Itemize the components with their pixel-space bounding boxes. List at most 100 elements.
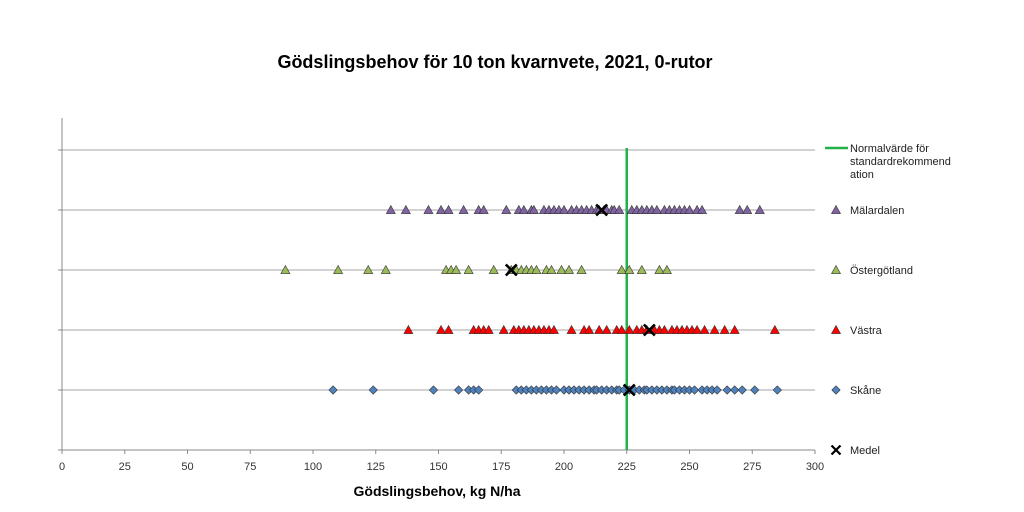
point-skåne-15 <box>551 385 562 395</box>
point-skåne-44 <box>689 385 700 395</box>
point-östergötland-22 <box>636 264 647 274</box>
point-östergötland-3 <box>380 264 391 274</box>
point-mälardalen-29 <box>614 204 625 214</box>
point-västra-2 <box>443 324 454 334</box>
point-skåne-0 <box>328 385 338 395</box>
point-skåne-49 <box>722 385 732 395</box>
point-mälardalen-12 <box>528 204 539 214</box>
mean-stroke-b-3 <box>622 383 636 397</box>
point-skåne-50 <box>730 385 740 395</box>
legend-swatch-medel <box>830 444 842 456</box>
data-points <box>280 204 782 395</box>
point-mälardalen-4 <box>443 204 454 214</box>
x-tick-label-75: 75 <box>244 461 256 473</box>
mean-marker-västra <box>642 323 656 337</box>
legend-label-västra: Västra <box>850 325 883 337</box>
point-östergötland-18 <box>564 264 575 274</box>
point-östergötland-7 <box>463 264 474 274</box>
point-östergötland-23 <box>654 264 665 274</box>
point-mälardalen-43 <box>697 204 708 214</box>
x-tick-label-125: 125 <box>367 461 385 473</box>
axes <box>58 118 816 454</box>
x-axis-label: Gödslingsbehov, kg N/ha <box>354 483 521 499</box>
point-västra-0 <box>403 324 414 334</box>
point-västra-36 <box>692 324 703 334</box>
point-västra-39 <box>719 324 730 334</box>
point-mälardalen-0 <box>385 204 396 214</box>
point-västra-17 <box>566 324 577 334</box>
point-mälardalen-8 <box>501 204 512 214</box>
mean-markers <box>504 203 656 397</box>
point-skåne-2 <box>428 385 439 395</box>
x-tick-label-150: 150 <box>429 461 447 473</box>
point-västra-19 <box>584 324 595 334</box>
point-skåne-52 <box>750 385 760 395</box>
legend-label-skåne: Skåne <box>850 385 881 397</box>
point-västra-37 <box>699 324 710 334</box>
point-skåne-48 <box>712 385 722 395</box>
legend-reference-label-line-2: ation <box>850 169 874 181</box>
x-tick-label-100: 100 <box>304 461 322 473</box>
x-tick-label-50: 50 <box>181 461 193 473</box>
chart-title: Gödslingsbehov för 10 ton kvarnvete, 202… <box>277 52 713 72</box>
point-östergötland-17 <box>556 264 567 274</box>
point-östergötland-21 <box>624 264 635 274</box>
x-tick-label-275: 275 <box>743 461 761 473</box>
point-östergötland-14 <box>531 264 542 274</box>
point-östergötland-19 <box>576 264 587 274</box>
point-mälardalen-3 <box>436 204 447 214</box>
point-västra-41 <box>769 324 780 334</box>
point-västra-20 <box>594 324 605 334</box>
point-mälardalen-45 <box>742 204 753 214</box>
legend-swatch-x-b <box>830 444 842 456</box>
point-mälardalen-5 <box>458 204 469 214</box>
point-västra-23 <box>616 324 627 334</box>
point-västra-7 <box>498 324 509 334</box>
point-skåne-1 <box>368 385 378 395</box>
legend-swatch-skåne <box>831 385 841 395</box>
legend-reference-label-line-0: Normalvärde för <box>850 143 929 155</box>
mean-marker-skåne <box>622 383 636 397</box>
point-östergötland-0 <box>280 264 291 274</box>
point-östergötland-8 <box>488 264 499 274</box>
point-västra-38 <box>709 324 720 334</box>
mean-stroke-b-0 <box>595 203 609 217</box>
x-tick-label-225: 225 <box>618 461 636 473</box>
legend-swatch-västra <box>830 324 842 334</box>
point-skåne-53 <box>772 385 782 395</box>
point-västra-6 <box>483 324 494 334</box>
mean-marker-mälardalen <box>595 203 609 217</box>
point-skåne-3 <box>453 385 464 395</box>
point-skåne-51 <box>737 385 747 395</box>
point-västra-24 <box>624 324 635 334</box>
legend-swatch-östergötland <box>830 264 842 274</box>
point-västra-1 <box>436 324 447 334</box>
legend-label-mälardalen: Mälardalen <box>850 205 904 217</box>
point-skåne-6 <box>474 385 484 395</box>
point-västra-16 <box>548 324 559 334</box>
point-östergötland-1 <box>333 264 344 274</box>
x-tick-label-25: 25 <box>119 461 131 473</box>
point-östergötland-24 <box>661 264 672 274</box>
point-mälardalen-35 <box>651 204 662 214</box>
point-mälardalen-44 <box>734 204 745 214</box>
point-mälardalen-17 <box>558 204 570 214</box>
point-mälardalen-2 <box>423 204 434 214</box>
point-östergötland-16 <box>546 264 557 274</box>
point-mälardalen-10 <box>518 204 529 214</box>
legend-reference-label-line-1: standardrekommend <box>850 156 951 168</box>
point-västra-30 <box>659 324 670 334</box>
mean-marker-östergötland <box>504 263 518 277</box>
point-östergötland-20 <box>616 264 627 274</box>
x-tick-label-0: 0 <box>59 461 65 473</box>
legend-swatch-mälardalen <box>830 204 842 214</box>
legend-label-östergötland: Östergötland <box>850 265 913 277</box>
point-mälardalen-46 <box>754 204 765 214</box>
mean-stroke-b-1 <box>504 263 518 277</box>
mean-stroke-b-2 <box>642 323 656 337</box>
x-tick-label-250: 250 <box>680 461 698 473</box>
point-mälardalen-7 <box>478 204 489 214</box>
point-östergötland-6 <box>451 264 462 274</box>
point-västra-40 <box>729 324 740 334</box>
